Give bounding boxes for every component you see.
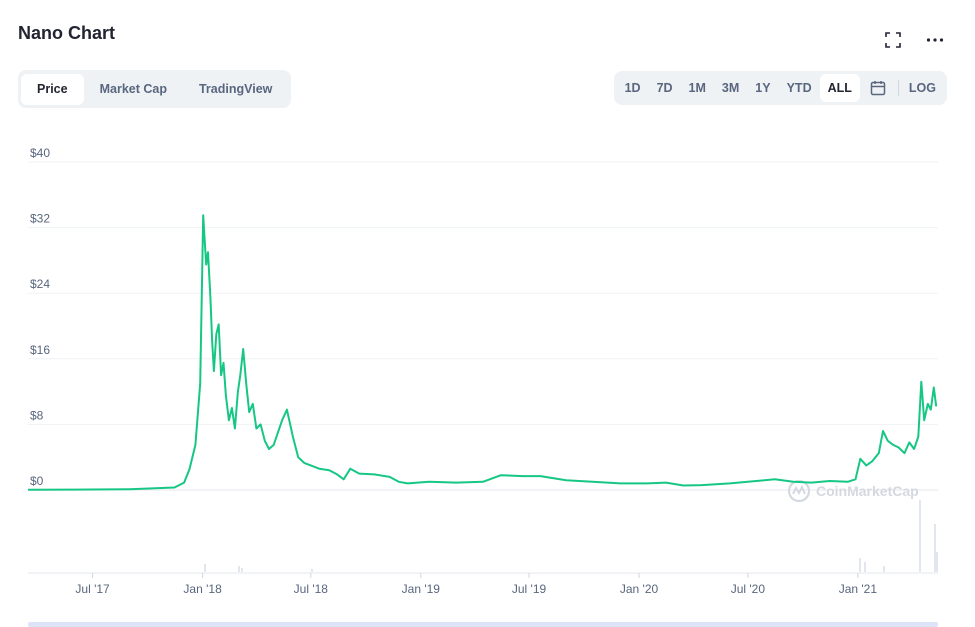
range-3m-button[interactable]: 3M: [721, 81, 740, 95]
range-1m-button[interactable]: 1M: [688, 81, 706, 95]
range-divider: [897, 80, 899, 96]
y-tick-label: $0: [30, 474, 44, 488]
watermark-text: CoinMarketCap: [816, 483, 919, 499]
x-tick-label: Jul '17: [75, 582, 110, 596]
calendar-icon[interactable]: [860, 74, 896, 102]
x-tick-label: Jul '18: [294, 582, 329, 596]
x-tick-label: Jan '18: [183, 582, 222, 596]
time-range-selector: 1D 7D 1M 3M 1Y YTD ALL LOG: [613, 71, 947, 105]
range-7d-button[interactable]: 7D: [656, 81, 673, 95]
watermark: CoinMarketCap: [787, 479, 919, 503]
more-horizontal-icon[interactable]: [925, 30, 945, 50]
coinmarketcap-logo-icon: [787, 479, 811, 503]
y-tick-label: $32: [30, 212, 50, 226]
tab-tradingview[interactable]: TradingView: [198, 81, 273, 96]
y-tick-label: $40: [30, 146, 50, 160]
range-1y-button[interactable]: 1Y: [755, 81, 771, 95]
x-tick-label: Jan '19: [402, 582, 441, 596]
price-series-line: [27, 214, 938, 491]
x-tick-label: Jan '20: [620, 582, 659, 596]
range-1d-button[interactable]: 1D: [624, 81, 641, 95]
y-tick-label: $24: [30, 277, 50, 291]
chart-type-tabs: Price Market Cap TradingView: [18, 70, 292, 108]
y-tick-label: $16: [30, 343, 50, 357]
x-tick-label: Jul '20: [731, 582, 766, 596]
page-title: Nano Chart: [18, 23, 116, 43]
range-navigator[interactable]: [28, 622, 938, 627]
tab-price[interactable]: Price: [21, 73, 84, 105]
chart-toolbar-icons: [883, 30, 945, 50]
tab-market-cap[interactable]: Market Cap: [99, 81, 167, 96]
log-scale-button[interactable]: LOG: [908, 81, 936, 95]
x-tick-label: Jul '19: [512, 582, 547, 596]
range-ytd-button[interactable]: YTD: [786, 81, 812, 95]
range-all-button[interactable]: ALL: [819, 74, 860, 102]
y-tick-label: $8: [30, 408, 44, 422]
expand-icon[interactable]: [883, 30, 903, 50]
x-tick-label: Jan '21: [839, 582, 878, 596]
